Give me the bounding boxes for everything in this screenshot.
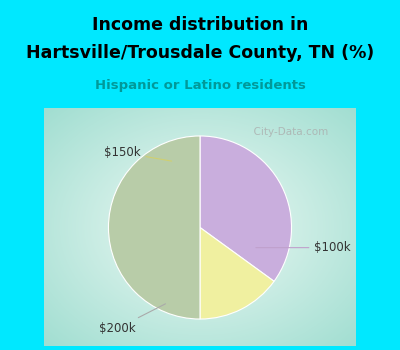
- Wedge shape: [200, 228, 274, 319]
- Text: $200k: $200k: [99, 304, 166, 335]
- Text: Income distribution in: Income distribution in: [92, 16, 308, 34]
- Wedge shape: [108, 136, 200, 319]
- Text: $150k: $150k: [104, 146, 172, 161]
- Text: $100k: $100k: [256, 241, 351, 254]
- Text: City-Data.com: City-Data.com: [246, 127, 328, 137]
- Wedge shape: [200, 136, 292, 281]
- Text: Hartsville/Trousdale County, TN (%): Hartsville/Trousdale County, TN (%): [26, 44, 374, 62]
- Text: Hispanic or Latino residents: Hispanic or Latino residents: [94, 79, 306, 92]
